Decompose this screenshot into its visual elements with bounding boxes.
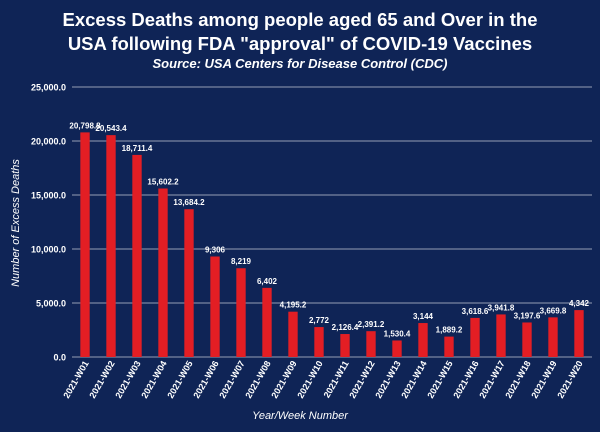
x-tick-label: 2021-W10	[295, 359, 324, 400]
bar	[262, 287, 272, 357]
x-axis-label: Year/Week Number	[252, 410, 348, 422]
data-label: 3,941.8	[488, 303, 515, 312]
bar	[418, 323, 428, 357]
bar	[392, 340, 402, 357]
data-label: 20,798.8	[69, 121, 101, 130]
bar	[288, 311, 298, 357]
data-label: 2,391.2	[358, 320, 385, 329]
data-label: 3,669.8	[540, 306, 567, 315]
bar	[470, 317, 480, 357]
x-tick-label: 2021-W03	[113, 359, 142, 400]
data-label: 3,144	[413, 312, 434, 321]
data-label: 3,197.6	[514, 311, 541, 320]
y-tick-label: 25,000.0	[31, 83, 66, 93]
bar	[574, 310, 584, 357]
bar	[236, 268, 246, 357]
data-label: 18,711.4	[122, 144, 153, 153]
data-label: 4,342	[569, 299, 590, 308]
bar	[444, 336, 454, 357]
x-tick-label: 2021-W11	[322, 359, 351, 400]
x-tick-label: 2021-W19	[529, 359, 558, 400]
x-tick-label: 2021-W06	[191, 359, 220, 400]
bar	[366, 331, 376, 357]
bar	[158, 188, 168, 357]
data-label: 13,684.2	[173, 198, 205, 207]
bar	[340, 334, 350, 357]
x-tick-label: 2021-W17	[477, 359, 506, 400]
y-tick-label: 5,000.0	[36, 299, 66, 309]
bar	[210, 256, 220, 357]
x-tick-label: 2021-W02	[87, 359, 116, 400]
bar	[106, 135, 116, 357]
bar	[496, 314, 506, 357]
data-label: 6,402	[257, 277, 278, 286]
x-tick-label: 2021-W14	[399, 359, 428, 400]
x-tick-label: 2021-W05	[165, 359, 194, 400]
data-label: 4,195.2	[280, 301, 307, 310]
bar	[548, 317, 558, 357]
data-label: 3,618.6	[462, 307, 489, 316]
data-label: 1,889.2	[436, 326, 463, 335]
chart-subtitle: Source: USA Centers for Disease Control …	[152, 56, 448, 71]
x-tick-label: 2021-W08	[243, 359, 272, 400]
data-label: 15,602.2	[147, 177, 179, 186]
y-tick-label: 20,000.0	[31, 137, 66, 147]
x-tick-label: 2021-W07	[217, 359, 246, 400]
y-tick-label: 15,000.0	[31, 191, 66, 201]
x-tick-label: 2021-W16	[451, 359, 480, 400]
bar	[314, 327, 324, 357]
x-tick-label: 2021-W01	[61, 359, 90, 400]
y-tick-label: 0.0	[53, 353, 66, 363]
x-tick-label: 2021-W15	[425, 359, 454, 400]
y-tick-label: 10,000.0	[31, 245, 66, 255]
data-label: 2,126.4	[332, 323, 359, 332]
bar	[80, 132, 90, 357]
x-tick-label: 2021-W04	[139, 359, 168, 400]
data-label: 8,219	[231, 257, 252, 266]
data-label: 2,772	[309, 316, 330, 325]
x-tick-label: 2021-W09	[269, 359, 298, 400]
bar	[132, 154, 142, 357]
chart-title-line-2: USA following FDA "approval" of COVID-19…	[67, 33, 533, 54]
data-label: 1,530.4	[384, 329, 411, 338]
bar	[522, 322, 532, 357]
x-tick-label: 2021-W20	[555, 359, 584, 400]
bar	[184, 209, 194, 357]
chart-title-line-1: Excess Deaths among people aged 65 and O…	[62, 9, 538, 30]
data-label: 20,543.4	[95, 124, 127, 133]
x-tick-label: 2021-W12	[347, 359, 376, 400]
x-tick-label: 2021-W13	[373, 359, 402, 400]
x-tick-label: 2021-W18	[503, 359, 532, 400]
data-label: 9,306	[205, 245, 226, 254]
y-axis-label: Number of Excess Deaths	[10, 159, 22, 287]
